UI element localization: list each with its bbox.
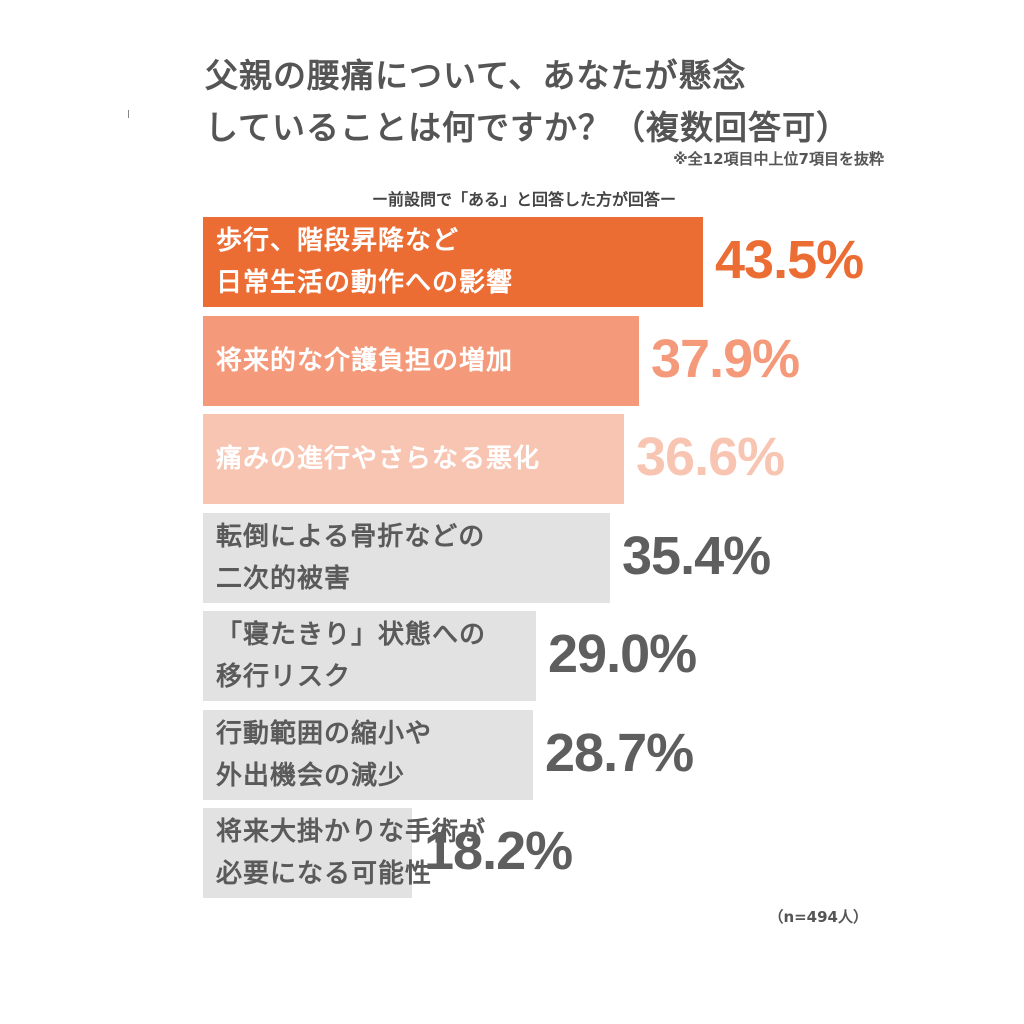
- chart-title: 父親の腰痛について、あなたが懸念 していることは何ですか？（複数回答可）: [205, 50, 850, 154]
- bar-label-7: 将来大掛かりな手術が 必要になる可能性: [216, 817, 487, 889]
- bar-label-6: 行動範囲の縮小や 外出機会の減少: [216, 719, 433, 791]
- bar-value-7: 18.2%: [424, 821, 573, 881]
- bar-value-4: 35.4%: [622, 526, 771, 586]
- chart-subtitle: ー前設問で「ある」と回答した方が回答ー: [372, 190, 677, 209]
- bar-3: [203, 414, 624, 504]
- bar-value-6: 28.7%: [545, 723, 694, 783]
- bar-label-3: 痛みの進行やさらなる悪化: [216, 444, 541, 474]
- sample-size: （n=494人）: [768, 908, 868, 926]
- bar-1: [203, 217, 703, 307]
- bar-label-1: 歩行、階段昇降など 日常生活の動作への影響: [216, 226, 514, 298]
- bar-value-2: 37.9%: [651, 329, 800, 389]
- bar-label-5: 「寝たきり」状態への 移行リスク: [216, 620, 487, 692]
- excerpt-note: ※全12項目中上位7項目を抜粋: [673, 150, 884, 168]
- bar-label-4: 転倒による骨折などの 二次的被害: [216, 522, 486, 594]
- bar-2: [203, 316, 639, 406]
- bar-label-2: 将来的な介護負担の増加: [216, 346, 514, 376]
- bar-5: [203, 611, 536, 701]
- bar-7: [203, 808, 412, 898]
- stray-mark: [128, 110, 129, 118]
- bar-value-3: 36.6%: [636, 427, 785, 487]
- chart-title-line-2: していることは何ですか？（複数回答可）: [205, 108, 851, 147]
- bar-value-1: 43.5%: [715, 230, 864, 290]
- chart-title-line-1: 父親の腰痛について、あなたが懸念: [205, 56, 747, 95]
- bar-4: [203, 513, 610, 603]
- bar-value-5: 29.0%: [548, 624, 697, 684]
- bar-6: [203, 710, 533, 800]
